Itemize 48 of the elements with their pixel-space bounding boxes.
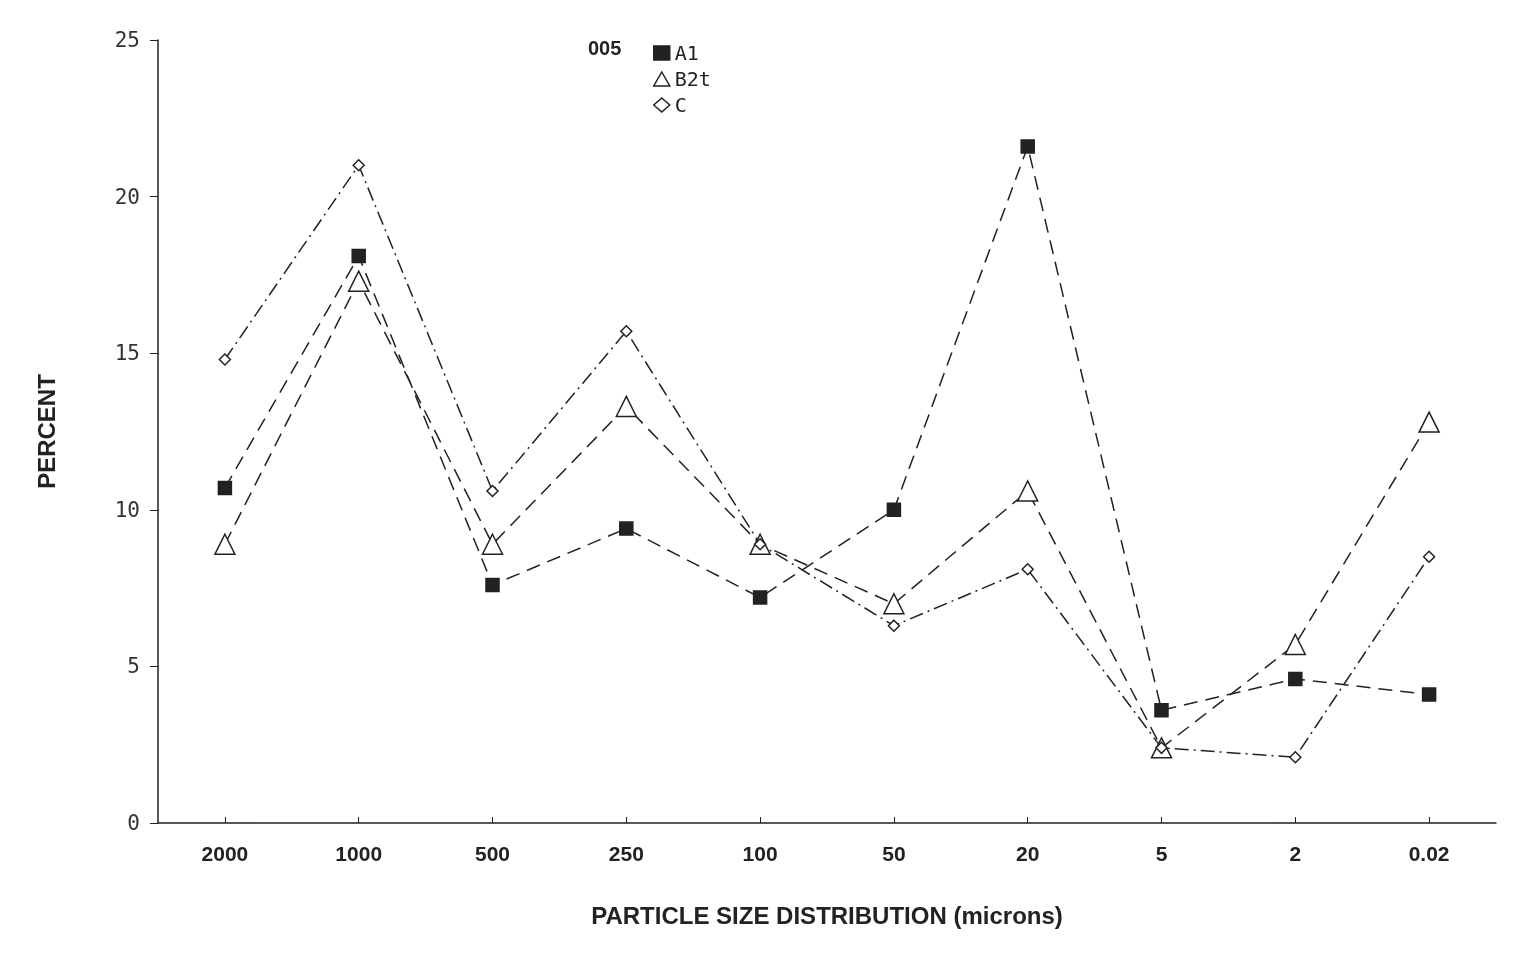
point: [752, 590, 768, 605]
point: [883, 593, 905, 615]
legend-title: 005: [588, 37, 622, 59]
y-tick-label: 20: [114, 184, 140, 209]
point: [1289, 750, 1302, 764]
point: [1020, 139, 1035, 154]
point: [887, 619, 901, 632]
point: [481, 533, 504, 555]
legend-label: B2t: [674, 67, 711, 91]
point: [218, 353, 232, 366]
y-tick-label: 10: [114, 497, 140, 522]
point: [1016, 480, 1039, 502]
x-tick-label: 1000: [335, 842, 383, 865]
x-tick-label: 250: [608, 842, 644, 865]
x-tick-label: 50: [882, 842, 906, 865]
x-tick-label: 2000: [201, 842, 249, 865]
x-tick-label: 500: [474, 842, 511, 865]
point: [217, 480, 233, 496]
x-tick-label: 0.02: [1408, 842, 1450, 865]
y-tick-label: 25: [114, 28, 140, 52]
legend-label: C: [674, 93, 687, 117]
point: [1154, 703, 1169, 718]
legend-label: A1: [674, 41, 699, 65]
point: [619, 521, 634, 536]
point: [886, 502, 902, 518]
point: [347, 270, 370, 292]
x-axis-title: PARTICLE SIZE DISTRIBUTION (microns): [591, 901, 1063, 929]
y-tick-label: 0: [127, 811, 140, 835]
y-tick-label: 15: [114, 341, 140, 366]
point: [1422, 550, 1436, 564]
point: [620, 325, 633, 338]
x-tick-label: 100: [742, 842, 778, 865]
point: [485, 577, 500, 593]
y-tick-label: 5: [127, 654, 140, 679]
point: [1418, 411, 1440, 433]
x-tick-label: 2: [1289, 842, 1302, 865]
x-tick-label: 20: [1016, 842, 1040, 865]
point: [352, 159, 365, 172]
point: [214, 533, 236, 555]
x-tick-label: 5: [1155, 842, 1168, 865]
point: [1021, 563, 1034, 576]
point: [615, 395, 638, 418]
y-axis-title: PERCENT: [32, 373, 60, 489]
point: [351, 248, 366, 264]
point: [486, 484, 499, 498]
point: [1284, 633, 1307, 656]
point: [1421, 687, 1437, 702]
point: [1288, 671, 1303, 687]
